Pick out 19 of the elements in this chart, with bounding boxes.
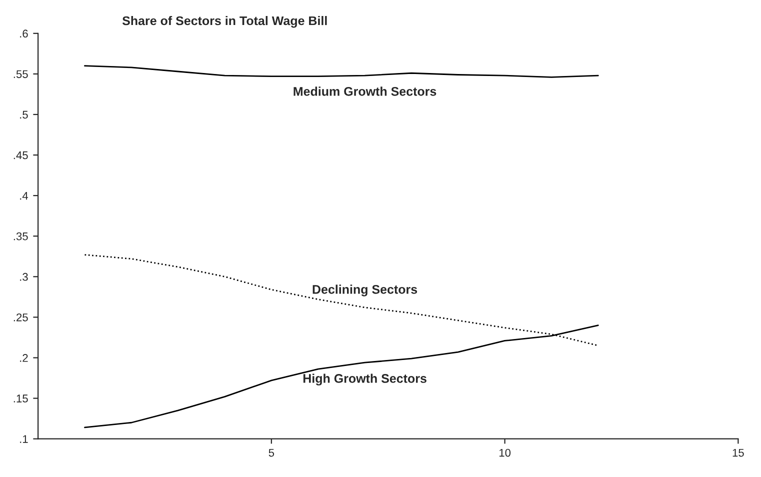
- y-tick-label: .1: [20, 435, 28, 443]
- y-tick-label: .25: [14, 313, 28, 322]
- y-tick-label: .3: [20, 272, 28, 281]
- chart-title: Share of Sectors in Total Wage Bill: [122, 16, 327, 28]
- y-tick-label: .45: [14, 151, 28, 160]
- y-tick-label: .55: [14, 70, 28, 78]
- y-tick-label: .6: [20, 30, 28, 38]
- x-tick-label: 15: [732, 448, 744, 457]
- y-tick-label: .2: [20, 354, 28, 362]
- series-label: Declining Sectors: [312, 284, 418, 296]
- series-label: High Growth Sectors: [303, 374, 426, 386]
- y-tick-label: .15: [14, 394, 28, 402]
- y-tick-label: .35: [14, 232, 28, 240]
- y-tick-label: .4: [20, 192, 28, 200]
- x-tick-label: 5: [268, 448, 274, 457]
- line-series: [84, 65, 599, 78]
- y-tick-label: .5: [20, 110, 28, 119]
- series-label: Medium Growth Sectors: [294, 86, 436, 96]
- x-tick-label: 10: [499, 448, 511, 457]
